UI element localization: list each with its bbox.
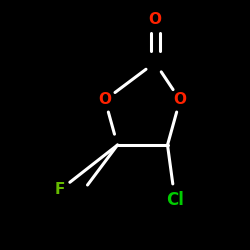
Text: O: O	[148, 12, 162, 28]
Text: F: F	[55, 182, 65, 198]
Text: O: O	[174, 92, 186, 108]
Text: O: O	[98, 92, 112, 108]
Text: Cl: Cl	[166, 191, 184, 209]
